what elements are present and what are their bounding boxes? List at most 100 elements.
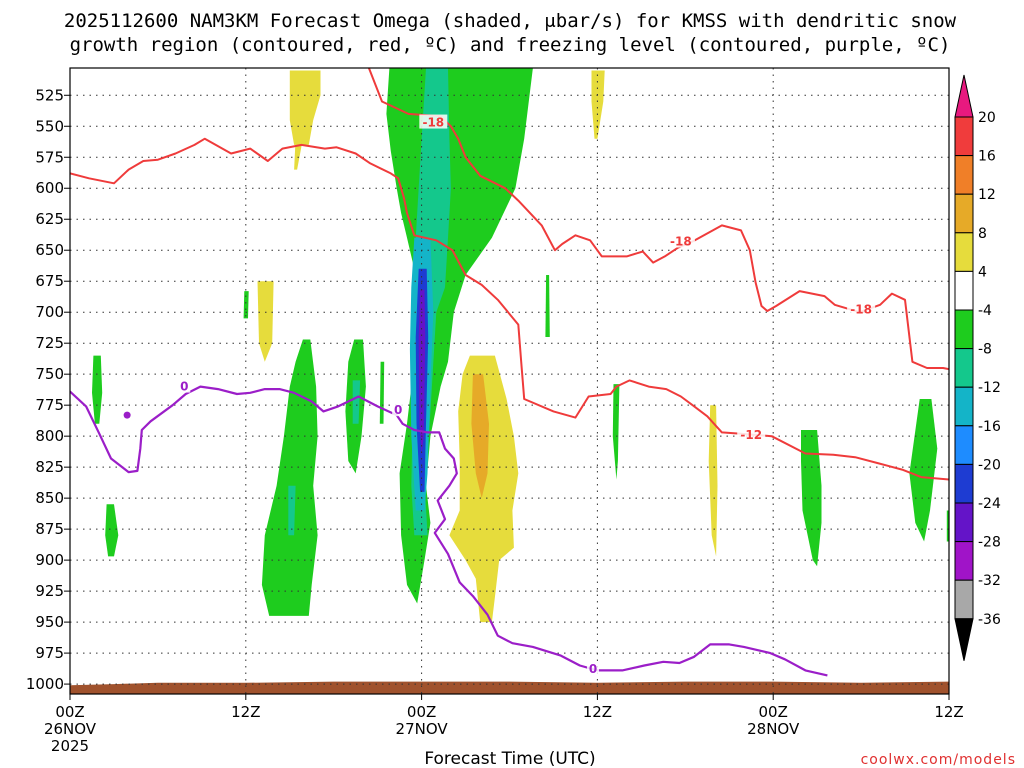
contour-label-bg	[737, 426, 766, 441]
colorbar-label: 20	[978, 110, 996, 126]
x-tick-label: 00Z	[759, 703, 788, 721]
colorbar-box	[954, 155, 974, 195]
omega-region	[352, 380, 361, 424]
x-tick-label: 12Z	[934, 703, 963, 721]
contour-label: -18	[422, 116, 444, 130]
contour-label-bg	[178, 378, 191, 393]
y-tick-label: 700	[35, 303, 64, 321]
omega-region	[708, 405, 718, 557]
grid-layer	[70, 68, 949, 694]
colorbar-label: -36	[978, 612, 1001, 628]
colorbar-box	[954, 348, 974, 388]
y-tick-label: 875	[35, 520, 64, 538]
omega-region	[612, 384, 620, 480]
x-axis-label: Forecast Time (UTC)	[424, 749, 595, 768]
y-tick-label: 625	[35, 210, 64, 228]
omega-region	[288, 485, 296, 536]
source-credit: coolwx.com/models	[861, 752, 1016, 768]
omega-region	[257, 281, 274, 362]
colorbar-label: -4	[978, 303, 992, 319]
colorbar-box	[954, 541, 974, 581]
contour-label-bg	[587, 661, 600, 676]
y-tick-label: 850	[35, 489, 64, 507]
omega-region	[92, 355, 103, 424]
contour-line	[70, 137, 949, 481]
x-tick-label: 00Z	[55, 703, 84, 721]
colorbar-box	[954, 270, 974, 311]
y-tick-label: 800	[35, 427, 64, 445]
plot-frame	[69, 67, 950, 695]
colorbar-label: 8	[978, 226, 987, 242]
y-tick-label: 550	[35, 117, 64, 135]
colorbar-label: -8	[978, 342, 992, 358]
chart-title-line-2: growth region (contoured, red, ºC) and f…	[70, 34, 951, 56]
colorbar-label: 4	[978, 264, 987, 280]
contour-label-bg	[419, 114, 448, 129]
omega-region	[418, 289, 426, 455]
contour-label: -18	[670, 235, 692, 249]
omega-region	[261, 339, 318, 616]
contour-line	[70, 385, 828, 677]
y-tick-label: 825	[35, 458, 64, 476]
colorbar-label: -20	[978, 457, 1001, 473]
contour-label: -18	[850, 303, 872, 317]
omega-region	[591, 70, 605, 139]
omega-region	[545, 275, 550, 337]
colorbar-box	[954, 309, 974, 350]
y-tick-label: 1000	[26, 675, 64, 693]
y-tick-label: 650	[35, 241, 64, 259]
colorbar-box	[954, 579, 974, 620]
x-tick-date: 28NOV	[747, 720, 800, 738]
contour-label: 0	[394, 403, 402, 417]
terrain-layer	[70, 681, 949, 694]
x-tick-label: 12Z	[231, 703, 260, 721]
omega-region	[243, 291, 249, 319]
y-tick-label: 725	[35, 334, 64, 352]
plot-area: -18 -18 -18 -12 0 0 0	[69, 67, 950, 695]
colorbar-label: -32	[978, 573, 1001, 589]
colorbar-label: -24	[978, 496, 1001, 512]
y-tick-label: 675	[35, 272, 64, 290]
x-tick-label: 00Z	[407, 703, 436, 721]
contour-label-bg	[847, 301, 876, 316]
y-tick-label: 975	[35, 644, 64, 662]
colorbar-label: 12	[978, 187, 996, 203]
colorbar-box	[954, 425, 974, 465]
y-tick-label: 575	[35, 148, 64, 166]
y-axis-ticks: 525 550 575 600 625 650 675 700 725 750 775 800 825 8…	[26, 86, 70, 693]
colorbar-box	[954, 502, 974, 543]
x-tick-date: 26NOV	[44, 720, 97, 738]
x-tick-label: 12Z	[583, 703, 612, 721]
contour-label: 0	[589, 662, 597, 676]
omega-region	[289, 70, 321, 145]
contour-label: -12	[740, 428, 762, 442]
colorbar-box	[954, 116, 974, 157]
colorbar-label: -28	[978, 535, 1001, 551]
colorbar-bottom-triangle	[954, 618, 974, 661]
y-tick-label: 525	[35, 86, 64, 104]
contour-layer: -18 -18 -18 -12 0 0 0	[70, 68, 949, 677]
colorbar-box	[954, 386, 974, 427]
y-tick-label: 750	[35, 365, 64, 383]
x-tick-year: 2025	[51, 737, 89, 755]
terrain-fill	[70, 681, 949, 694]
contour-label: 0	[180, 380, 188, 394]
x-tick-date: 27NOV	[396, 720, 449, 738]
y-tick-label: 925	[35, 582, 64, 600]
colorbar-box	[954, 232, 974, 272]
omega-region	[909, 399, 938, 542]
contour-label-bg	[666, 233, 695, 248]
y-tick-label: 950	[35, 613, 64, 631]
omega-colorbar: 20 16 12 8 4 -4 -8 -12 -16 -20 -24 -28 -32 -36	[954, 74, 1001, 661]
chart-title-line-1: 2025112600 NAM3KM Forecast Omega (shaded…	[64, 10, 957, 32]
colorbar-top-triangle	[954, 74, 974, 118]
colorbar-box	[954, 463, 974, 504]
colorbar-label: 16	[978, 149, 996, 165]
freezing-level-point	[123, 411, 131, 419]
y-tick-label: 775	[35, 396, 64, 414]
y-tick-label: 900	[35, 551, 64, 569]
omega-region	[105, 504, 119, 557]
contour-label-bg	[392, 402, 405, 417]
